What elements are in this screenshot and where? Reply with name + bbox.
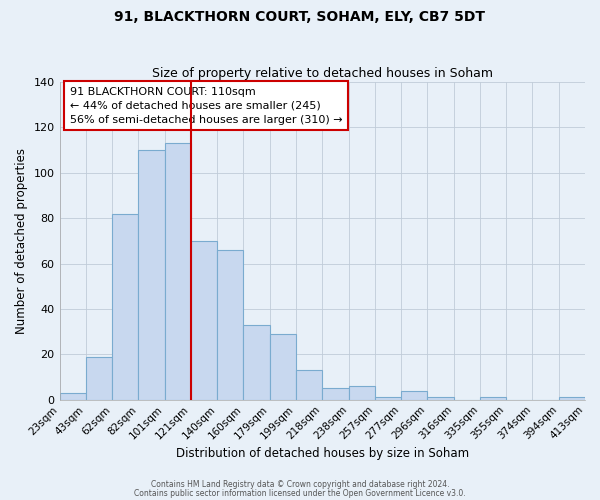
Text: Contains HM Land Registry data © Crown copyright and database right 2024.: Contains HM Land Registry data © Crown c… (151, 480, 449, 489)
Bar (375, 398, 401, 400)
Bar (427, 398, 454, 400)
Text: 91 BLACKTHORN COURT: 110sqm
← 44% of detached houses are smaller (245)
56% of se: 91 BLACKTHORN COURT: 110sqm ← 44% of det… (70, 87, 343, 125)
Y-axis label: Number of detached properties: Number of detached properties (15, 148, 28, 334)
Bar (270, 334, 296, 400)
Bar (139, 150, 164, 400)
Bar (296, 370, 322, 400)
Bar (322, 388, 349, 400)
Bar (559, 398, 585, 400)
Bar (191, 241, 217, 400)
Bar (112, 214, 139, 400)
Text: 91, BLACKTHORN COURT, SOHAM, ELY, CB7 5DT: 91, BLACKTHORN COURT, SOHAM, ELY, CB7 5D… (115, 10, 485, 24)
Bar (401, 390, 427, 400)
X-axis label: Distribution of detached houses by size in Soham: Distribution of detached houses by size … (176, 447, 469, 460)
Bar (349, 386, 375, 400)
Bar (217, 250, 244, 400)
Bar (480, 398, 506, 400)
Bar (164, 144, 191, 400)
Title: Size of property relative to detached houses in Soham: Size of property relative to detached ho… (152, 66, 493, 80)
Bar (244, 325, 270, 400)
Text: Contains public sector information licensed under the Open Government Licence v3: Contains public sector information licen… (134, 488, 466, 498)
Bar (86, 356, 112, 400)
Bar (59, 393, 86, 400)
